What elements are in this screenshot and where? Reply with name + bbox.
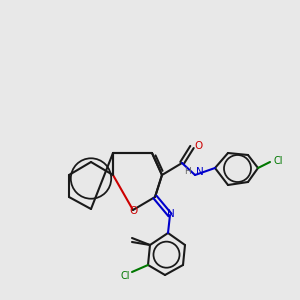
Text: H: H <box>184 167 191 176</box>
Text: O: O <box>194 141 202 151</box>
Text: Cl: Cl <box>273 156 283 166</box>
Text: O: O <box>130 206 138 216</box>
Text: N: N <box>196 167 204 177</box>
Text: N: N <box>167 209 175 219</box>
Text: Cl: Cl <box>120 271 130 281</box>
